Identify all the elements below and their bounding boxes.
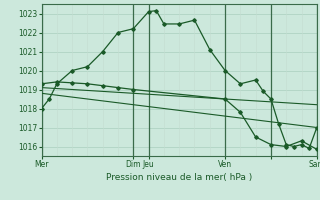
- X-axis label: Pression niveau de la mer( hPa ): Pression niveau de la mer( hPa ): [106, 173, 252, 182]
